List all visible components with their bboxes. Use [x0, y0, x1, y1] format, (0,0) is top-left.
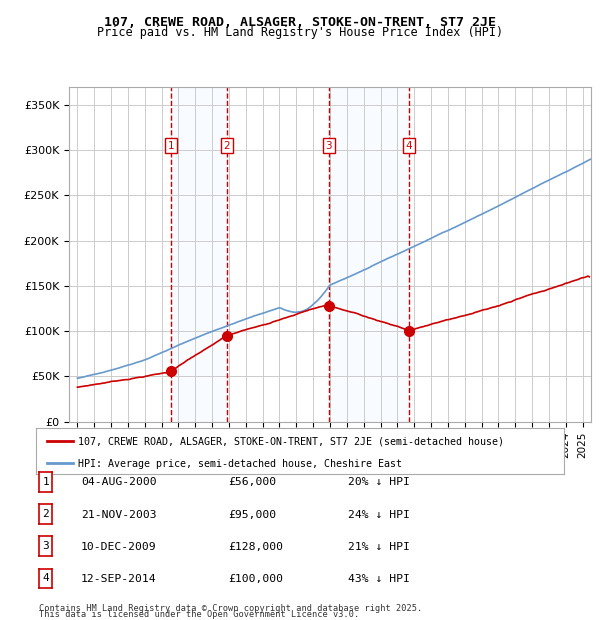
Text: 43% ↓ HPI: 43% ↓ HPI [348, 574, 410, 584]
Text: 2: 2 [42, 509, 49, 519]
Text: 1: 1 [42, 477, 49, 487]
Text: 1: 1 [168, 141, 175, 151]
Text: Contains HM Land Registry data © Crown copyright and database right 2025.: Contains HM Land Registry data © Crown c… [39, 603, 422, 613]
Text: 10-DEC-2009: 10-DEC-2009 [81, 542, 157, 552]
Text: HPI: Average price, semi-detached house, Cheshire East: HPI: Average price, semi-detached house,… [78, 459, 402, 469]
Text: This data is licensed under the Open Government Licence v3.0.: This data is licensed under the Open Gov… [39, 609, 359, 619]
Text: 24% ↓ HPI: 24% ↓ HPI [348, 510, 410, 520]
Text: 21% ↓ HPI: 21% ↓ HPI [348, 542, 410, 552]
Bar [172, 87, 227, 422]
Bar [329, 87, 409, 422]
Text: £95,000: £95,000 [228, 510, 276, 520]
Text: 20% ↓ HPI: 20% ↓ HPI [348, 477, 410, 487]
Text: £100,000: £100,000 [228, 574, 283, 584]
Text: 4: 4 [406, 141, 412, 151]
Text: 107, CREWE ROAD, ALSAGER, STOKE-ON-TRENT, ST7 2JE: 107, CREWE ROAD, ALSAGER, STOKE-ON-TRENT… [104, 16, 496, 29]
Text: 2: 2 [224, 141, 230, 151]
Text: 3: 3 [42, 541, 49, 551]
Text: Price paid vs. HM Land Registry's House Price Index (HPI): Price paid vs. HM Land Registry's House … [97, 26, 503, 39]
Text: 107, CREWE ROAD, ALSAGER, STOKE-ON-TRENT, ST7 2JE (semi-detached house): 107, CREWE ROAD, ALSAGER, STOKE-ON-TRENT… [78, 436, 504, 447]
Text: 12-SEP-2014: 12-SEP-2014 [81, 574, 157, 584]
Text: 3: 3 [326, 141, 332, 151]
Text: 04-AUG-2000: 04-AUG-2000 [81, 477, 157, 487]
Text: £56,000: £56,000 [228, 477, 276, 487]
Text: 4: 4 [42, 574, 49, 583]
Text: 21-NOV-2003: 21-NOV-2003 [81, 510, 157, 520]
Text: £128,000: £128,000 [228, 542, 283, 552]
